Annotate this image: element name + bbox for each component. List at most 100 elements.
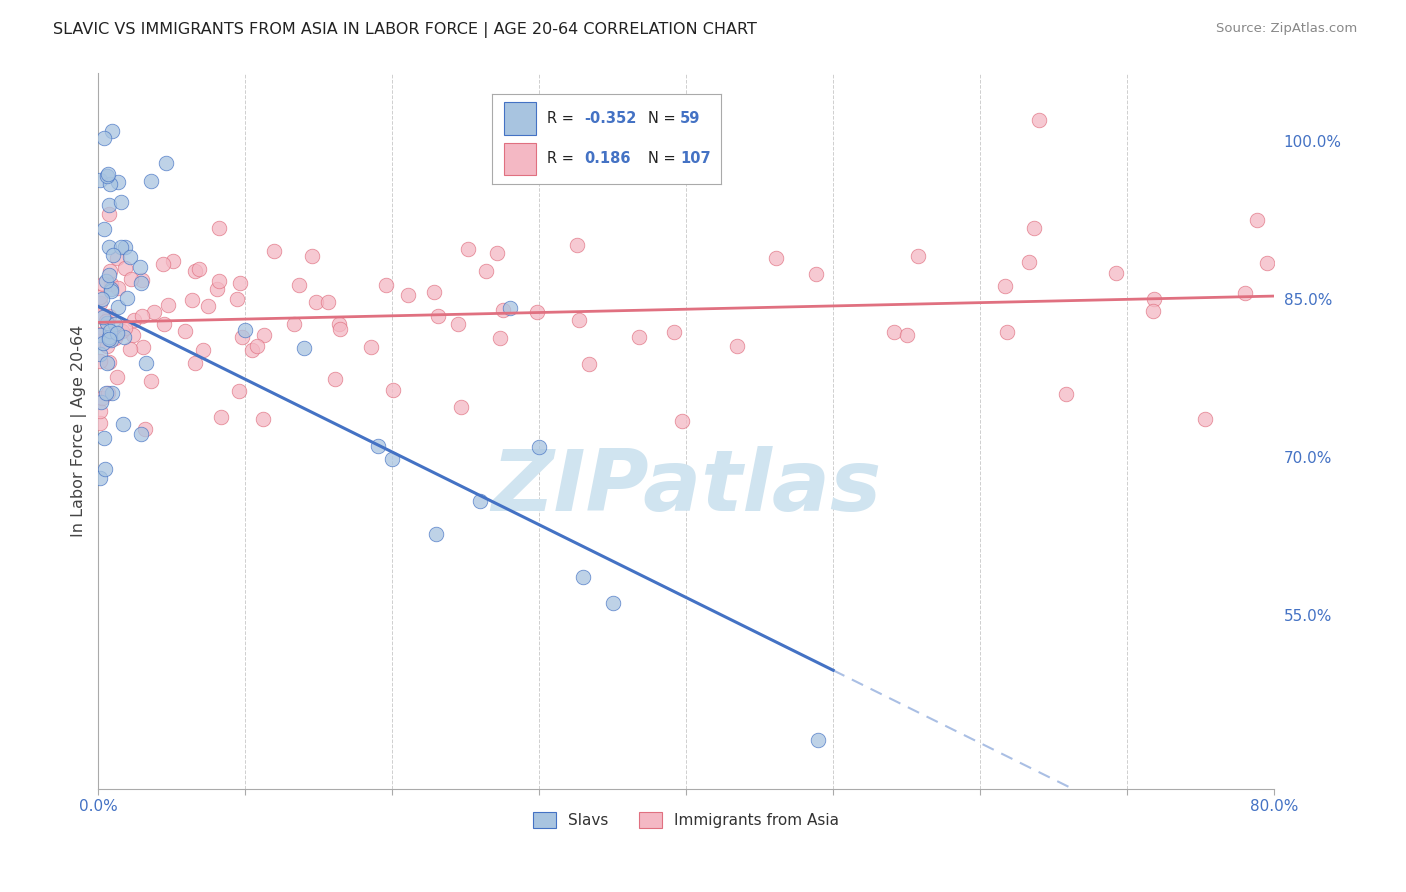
Point [627, 330, 650, 344]
Point [105, 251, 128, 265]
Point [96, 169, 118, 184]
Point [107, 175, 129, 189]
Point [121, 328, 143, 343]
Point [208, 221, 231, 235]
Point [89, 416, 111, 430]
Point [184, 356, 207, 370]
Point [292, 341, 315, 355]
Point [97, 168, 120, 182]
Point [529, 440, 551, 454]
Point [98, 354, 121, 368]
Point [316, 295, 339, 310]
Point [91, 292, 114, 306]
Point [114, 239, 136, 253]
Point [174, 324, 197, 338]
Point [1233, 286, 1256, 301]
Point [91, 336, 114, 351]
Point [107, 301, 129, 315]
Text: ZIPatlas: ZIPatlas [491, 447, 882, 530]
Point [1054, 386, 1077, 401]
Point [142, 304, 165, 318]
Point [565, 237, 588, 252]
Point [120, 272, 142, 286]
Point [1246, 212, 1268, 227]
Point [91, 391, 114, 405]
Point [124, 312, 146, 326]
Point [120, 342, 142, 356]
Point [725, 339, 748, 353]
Point [110, 239, 132, 253]
Point [191, 343, 214, 358]
Point [328, 317, 350, 331]
Point [89, 471, 111, 485]
Point [807, 733, 830, 747]
Point [94, 386, 117, 401]
Point [474, 264, 496, 278]
Point [907, 250, 929, 264]
Point [89, 326, 111, 341]
Y-axis label: In Labor Force | Age 20-64: In Labor Force | Age 20-64 [72, 325, 87, 537]
Point [188, 261, 211, 276]
Point [104, 331, 127, 345]
Point [896, 328, 918, 343]
Point [132, 339, 155, 353]
Point [155, 156, 177, 170]
Point [101, 386, 124, 401]
Point [89, 334, 111, 349]
Point [120, 250, 142, 264]
Point [806, 268, 828, 282]
Point [396, 287, 419, 301]
Point [360, 340, 382, 354]
Point [240, 343, 263, 357]
Point [101, 124, 124, 138]
Point [231, 330, 253, 344]
Point [111, 417, 134, 432]
Point [141, 174, 163, 188]
Point [103, 248, 125, 262]
Point [97, 206, 120, 220]
Point [323, 372, 346, 386]
Point [94, 462, 117, 476]
Point [1143, 293, 1166, 307]
Point [112, 329, 135, 343]
Point [129, 276, 152, 290]
Point [89, 173, 111, 187]
Point [301, 249, 323, 263]
Point [375, 277, 398, 292]
Point [329, 322, 352, 336]
Point [93, 131, 115, 145]
Point [96, 316, 118, 330]
Point [139, 374, 162, 388]
Point [89, 290, 111, 304]
Point [1142, 303, 1164, 318]
Point [381, 451, 404, 466]
Point [89, 295, 111, 310]
Point [115, 291, 138, 305]
Point [423, 285, 446, 299]
Point [492, 303, 515, 318]
Point [184, 264, 207, 278]
Point [153, 317, 176, 331]
Point [287, 277, 309, 292]
Point [1022, 221, 1045, 235]
Point [131, 273, 153, 287]
Point [89, 404, 111, 418]
Point [1256, 255, 1278, 269]
Point [110, 194, 132, 209]
Point [89, 354, 111, 368]
Text: Source: ZipAtlas.com: Source: ZipAtlas.com [1216, 22, 1357, 36]
Point [883, 325, 905, 339]
Point [105, 326, 128, 341]
Point [994, 278, 1017, 293]
Point [98, 332, 121, 346]
Point [97, 198, 120, 212]
Text: SLAVIC VS IMMIGRANTS FROM ASIA IN LABOR FORCE | AGE 20-64 CORRELATION CHART: SLAVIC VS IMMIGRANTS FROM ASIA IN LABOR … [53, 22, 758, 38]
Point [98, 177, 121, 191]
Point [489, 331, 512, 345]
Point [447, 317, 470, 331]
Point [98, 264, 121, 278]
Point [1194, 412, 1216, 426]
Point [129, 427, 152, 442]
Point [90, 308, 112, 322]
Point [304, 294, 326, 309]
